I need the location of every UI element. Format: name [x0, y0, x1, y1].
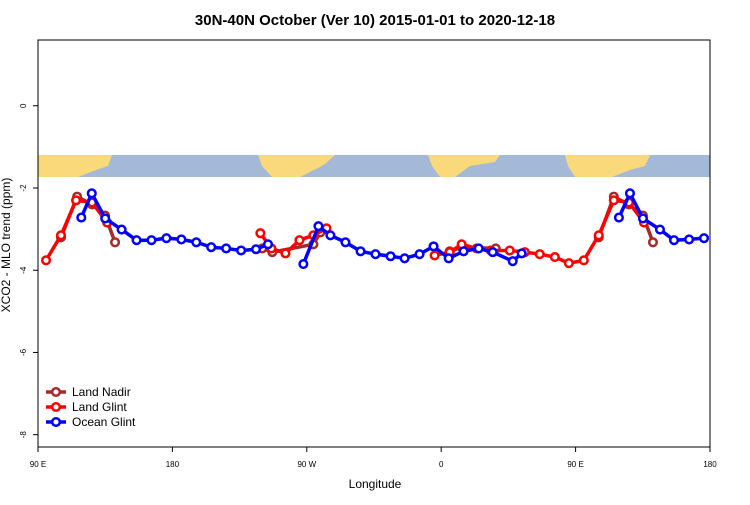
legend-marker: [50, 386, 62, 398]
series-marker: [250, 244, 262, 255]
series-marker: [370, 249, 381, 260]
legend-label: Ocean Glint: [72, 415, 136, 429]
series-marker: [110, 237, 121, 248]
series-marker: [487, 247, 498, 258]
chart-title: 30N-40N October (Ver 10) 2015-01-01 to 2…: [195, 12, 555, 29]
x-tick-label: 90 W: [297, 460, 316, 469]
series-marker: [206, 242, 217, 253]
series-marker: [654, 224, 666, 235]
series-marker: [340, 237, 351, 248]
series-marker: [593, 230, 604, 241]
series-marker: [71, 195, 82, 206]
series-marker: [563, 258, 574, 269]
series-marker: [161, 233, 172, 244]
series-marker: [191, 237, 202, 248]
x-tick-label: 180: [166, 460, 180, 469]
series-marker: [429, 250, 440, 261]
series-marker: [116, 224, 127, 235]
series-marker: [698, 233, 710, 244]
map-strip: [38, 155, 710, 177]
series-marker: [647, 237, 659, 248]
series-marker: [41, 255, 52, 266]
series-marker: [298, 259, 309, 270]
y-tick-label: -4: [19, 266, 28, 274]
legend-label: Land Glint: [72, 400, 127, 414]
ocean-strip: [38, 155, 710, 177]
series-marker: [325, 230, 336, 241]
series-marker: [637, 213, 648, 224]
series-marker: [385, 251, 396, 262]
land-strip: [565, 155, 650, 177]
series-marker: [280, 248, 291, 259]
plot-frame: [37, 39, 711, 448]
y-axis-label: XCO2 - MLO trend (ppm): [0, 178, 13, 313]
x-tick-label: 90 E: [567, 460, 583, 469]
series-marker: [684, 234, 695, 245]
x-tick-label: 180: [703, 460, 717, 469]
land-strip: [258, 155, 335, 177]
legend-marker: [50, 401, 62, 413]
series-marker: [176, 234, 187, 245]
series-marker: [236, 245, 247, 256]
series-marker: [578, 255, 589, 266]
y-tick-label: 0: [19, 103, 28, 108]
series-marker: [443, 253, 454, 264]
series-marker: [473, 243, 484, 254]
series-marker: [534, 249, 545, 260]
series-marker: [255, 228, 266, 239]
y-tick-label: -2: [19, 184, 28, 192]
series-marker: [458, 246, 469, 257]
series-marker: [414, 249, 425, 260]
series-marker: [55, 230, 67, 241]
legend-label: Land Nadir: [72, 385, 131, 399]
series-marker: [608, 195, 619, 206]
y-tick-label: -8: [19, 431, 28, 439]
series-marker: [100, 213, 111, 224]
series-marker: [504, 245, 515, 256]
series-marker: [76, 212, 87, 223]
series-marker: [131, 235, 142, 246]
series-marker: [507, 256, 518, 267]
series-marker: [146, 235, 157, 246]
series-marker: [355, 246, 366, 257]
legend-marker: [50, 416, 62, 428]
series-marker: [428, 241, 439, 252]
y-tick-label: -6: [19, 348, 28, 356]
series-marker: [86, 188, 97, 199]
x-axis-label: Longitude: [349, 477, 402, 491]
x-tick-label: 0: [439, 460, 444, 469]
series-marker: [549, 252, 560, 263]
land-strip: [428, 155, 500, 177]
series-marker: [221, 243, 232, 254]
series-marker: [668, 235, 680, 246]
land-strip: [38, 155, 112, 177]
series-marker: [262, 239, 274, 250]
series-marker: [613, 212, 624, 223]
series-marker: [313, 221, 324, 232]
series-marker: [294, 235, 305, 246]
x-tick-label: 90 E: [30, 460, 46, 469]
series-marker: [624, 188, 636, 199]
series-marker: [516, 248, 527, 259]
series-marker: [399, 253, 410, 264]
